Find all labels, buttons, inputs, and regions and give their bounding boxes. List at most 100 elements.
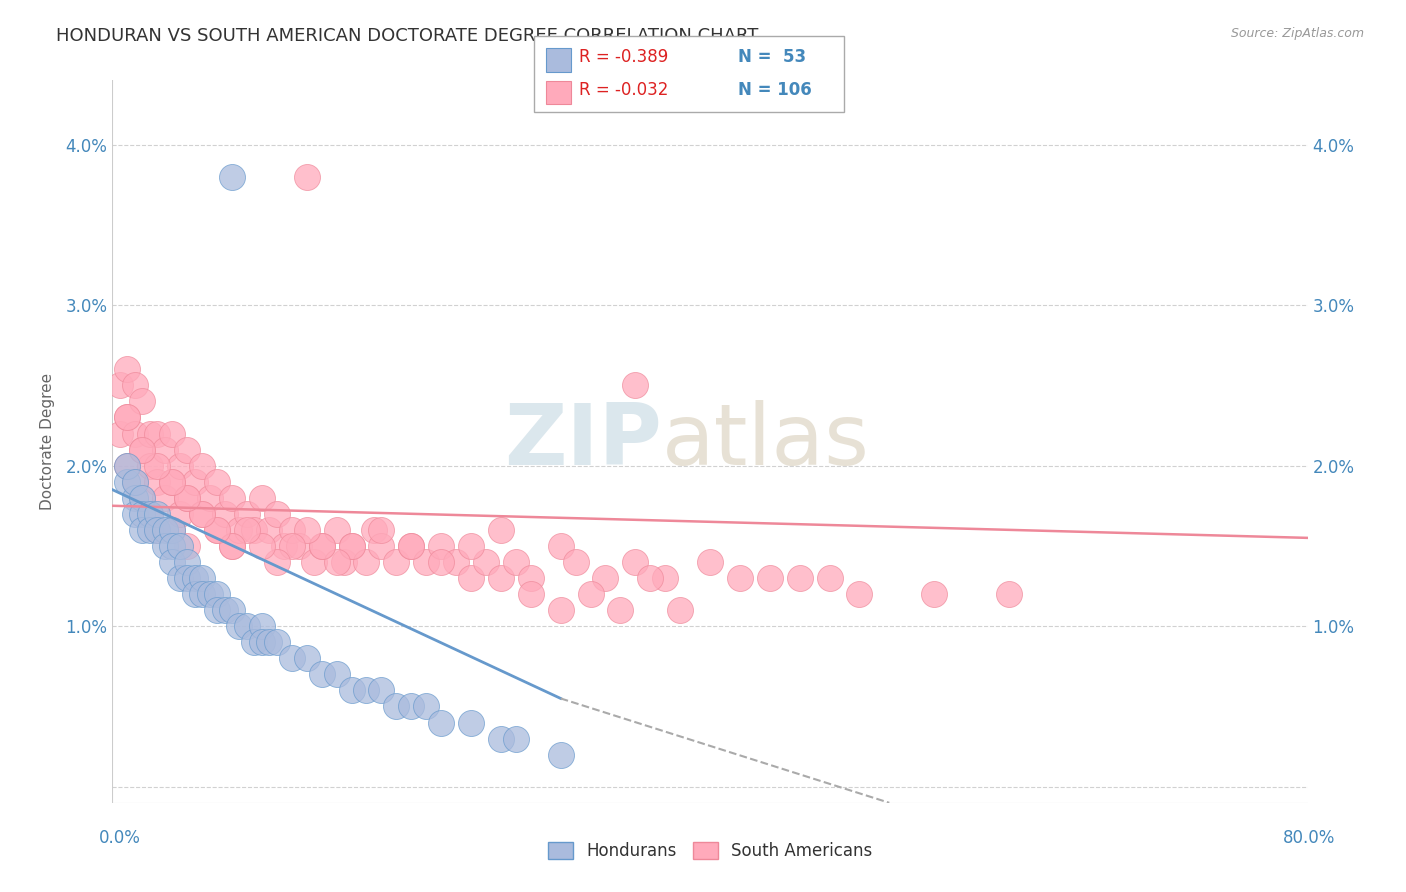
Point: [124, 426, 146, 441]
Point: [595, 571, 617, 585]
Point: [221, 539, 243, 553]
Point: [236, 507, 259, 521]
Point: [214, 603, 236, 617]
Point: [131, 507, 153, 521]
Point: [640, 571, 662, 585]
Point: [162, 426, 183, 441]
Point: [302, 555, 325, 569]
Point: [489, 731, 512, 746]
Point: [191, 458, 214, 473]
Point: [295, 651, 318, 665]
Point: [131, 491, 153, 505]
Text: Source: ZipAtlas.com: Source: ZipAtlas.com: [1230, 27, 1364, 40]
Point: [370, 683, 392, 698]
Point: [728, 571, 751, 585]
Point: [250, 539, 273, 553]
Point: [124, 491, 146, 505]
Point: [176, 442, 198, 457]
Point: [363, 523, 385, 537]
Point: [333, 555, 356, 569]
Point: [221, 603, 243, 617]
Point: [848, 587, 870, 601]
Point: [250, 619, 273, 633]
Point: [340, 683, 363, 698]
Point: [205, 475, 228, 489]
Text: 0.0%: 0.0%: [98, 830, 141, 847]
Point: [146, 426, 169, 441]
Point: [162, 475, 183, 489]
Point: [250, 491, 273, 505]
Point: [228, 619, 250, 633]
Point: [325, 523, 347, 537]
Text: R = -0.032: R = -0.032: [579, 81, 669, 99]
Point: [131, 523, 153, 537]
Point: [153, 491, 176, 505]
Point: [176, 571, 198, 585]
Point: [117, 458, 139, 473]
Text: 80.0%: 80.0%: [1284, 830, 1336, 847]
Point: [139, 507, 162, 521]
Point: [460, 571, 482, 585]
Point: [108, 426, 131, 441]
Point: [288, 539, 311, 553]
Point: [609, 603, 631, 617]
Point: [205, 587, 228, 601]
Point: [273, 539, 295, 553]
Point: [281, 651, 304, 665]
Point: [198, 587, 221, 601]
Point: [169, 539, 191, 553]
Point: [654, 571, 676, 585]
Point: [401, 699, 423, 714]
Point: [430, 555, 453, 569]
Point: [430, 539, 453, 553]
Point: [169, 458, 191, 473]
Point: [489, 571, 512, 585]
Point: [430, 715, 453, 730]
Point: [117, 362, 139, 376]
Point: [401, 539, 423, 553]
Point: [124, 475, 146, 489]
Point: [311, 539, 333, 553]
Point: [214, 507, 236, 521]
Point: [818, 571, 841, 585]
Point: [922, 587, 945, 601]
Point: [325, 555, 347, 569]
Point: [162, 475, 183, 489]
Point: [564, 555, 586, 569]
Point: [205, 523, 228, 537]
Point: [624, 378, 647, 392]
Point: [759, 571, 782, 585]
Point: [243, 635, 266, 649]
Point: [281, 539, 304, 553]
Point: [162, 523, 183, 537]
Point: [311, 539, 333, 553]
Point: [250, 635, 273, 649]
Point: [124, 378, 146, 392]
Point: [169, 571, 191, 585]
Text: atlas: atlas: [662, 400, 870, 483]
Point: [205, 603, 228, 617]
Point: [356, 555, 378, 569]
Point: [139, 523, 162, 537]
Text: HONDURAN VS SOUTH AMERICAN DOCTORATE DEGREE CORRELATION CHART: HONDURAN VS SOUTH AMERICAN DOCTORATE DEG…: [56, 27, 759, 45]
Point: [191, 507, 214, 521]
Point: [550, 603, 572, 617]
Point: [124, 507, 146, 521]
Point: [998, 587, 1021, 601]
Point: [401, 539, 423, 553]
Point: [259, 523, 281, 537]
Point: [669, 603, 692, 617]
Point: [259, 635, 281, 649]
Point: [153, 523, 176, 537]
Point: [139, 426, 162, 441]
Point: [183, 571, 205, 585]
Point: [579, 587, 602, 601]
Point: [162, 555, 183, 569]
Point: [176, 555, 198, 569]
Point: [311, 667, 333, 681]
Point: [169, 507, 191, 521]
Point: [444, 555, 467, 569]
Point: [108, 378, 131, 392]
Point: [139, 507, 162, 521]
Point: [228, 523, 250, 537]
